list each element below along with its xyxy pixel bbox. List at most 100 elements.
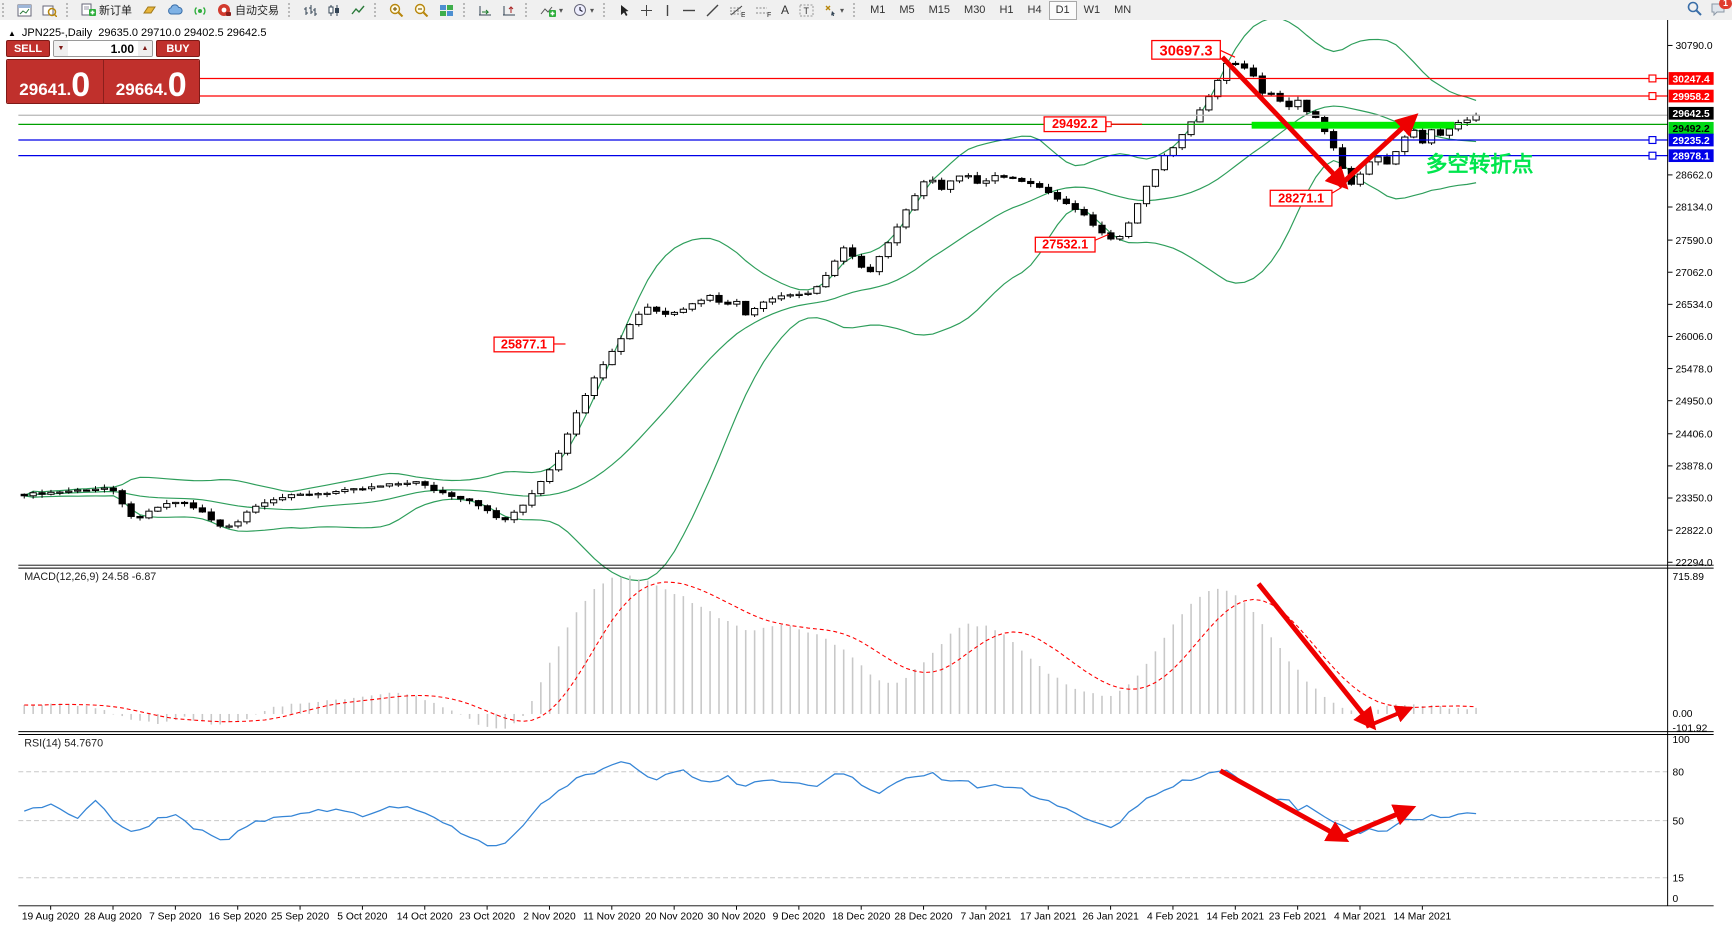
horizontal-level-lines[interactable]: 30247.429958.229642.529492.229235.228978…	[18, 72, 1714, 163]
level-marker[interactable]	[1648, 136, 1657, 145]
candle	[65, 490, 73, 493]
turning-point-note[interactable]: 多空转折点	[1426, 152, 1534, 177]
autoscroll-icon[interactable]	[473, 1, 497, 20]
date-label: 16 Sep 2020	[209, 912, 268, 923]
macd-bar	[1083, 691, 1085, 714]
volume-decrease-button[interactable]: ▼	[54, 41, 68, 56]
trend-arrow[interactable]	[1220, 55, 1349, 190]
buy-button[interactable]: BUY	[156, 40, 200, 57]
signals-icon[interactable]	[188, 1, 212, 20]
annotation-price-label-box[interactable]	[1043, 116, 1107, 133]
tab-timeframe-w1[interactable]: W1	[1083, 3, 1101, 16]
bollinger-bands	[23, 20, 1477, 582]
market-icon[interactable]	[137, 1, 162, 20]
bar-chart-type-icon[interactable]	[298, 1, 322, 20]
toolbar-handle[interactable]	[525, 3, 531, 17]
macd-bar	[816, 634, 818, 714]
level-marker[interactable]	[1648, 92, 1657, 101]
annotation-price-label-box[interactable]	[1151, 39, 1221, 60]
chart-shift-icon[interactable]	[497, 1, 521, 20]
macd-bar	[807, 632, 809, 714]
candle	[528, 493, 536, 506]
annotations-layer[interactable]: 30697.3 29492.2 28271.1 27532.1 25877.1	[493, 39, 1455, 843]
volume-increase-button[interactable]: ▲	[138, 41, 152, 56]
axes[interactable]: 30790.0 28662.0 28134.0 27590.0 27062.0 26534…	[18, 20, 1714, 923]
candle	[376, 485, 385, 488]
chart-window-icon[interactable]	[12, 1, 37, 20]
data-window-icon[interactable]	[37, 1, 62, 20]
channel-tool-icon[interactable]: F	[750, 1, 776, 20]
candle	[448, 492, 456, 497]
notifications-icon[interactable]: 1	[1710, 0, 1732, 19]
new-order-button[interactable]: 新订单	[76, 1, 137, 20]
tab-timeframe-mn[interactable]: MN	[1114, 3, 1132, 16]
trend-arrow[interactable]	[1337, 113, 1419, 189]
trend-arrow[interactable]	[1365, 705, 1414, 729]
zoom-in-icon[interactable]	[384, 1, 409, 20]
search-icon[interactable]	[1687, 1, 1702, 19]
vertical-line-tool-icon[interactable]	[658, 1, 677, 20]
annotation-price-label[interactable]: 25877.1	[501, 336, 547, 351]
trend-arrow[interactable]	[1256, 582, 1377, 731]
tab-timeframe-h1[interactable]: H1	[999, 3, 1014, 16]
zoom-out-icon[interactable]	[409, 1, 434, 20]
sell-price-button[interactable]: 29641. 0	[7, 60, 104, 103]
trend-arrow[interactable]	[1336, 804, 1417, 842]
candlestick-type-icon[interactable]	[322, 1, 346, 20]
chart-container[interactable]: 30247.4 29958.2 29642.5 29492.2 29235.2 28978…	[0, 20, 1732, 943]
tab-timeframe-m5[interactable]: M5	[899, 3, 915, 16]
toolbar-handle[interactable]	[603, 3, 609, 17]
trendline-tool-icon[interactable]	[701, 1, 724, 20]
text-tool-icon[interactable]: A	[781, 3, 790, 17]
autotrade-button[interactable]: 自动交易	[212, 1, 284, 20]
macd-bar	[139, 713, 141, 721]
collapse-panel-icon[interactable]: ▲	[8, 28, 16, 38]
toolbar-handle[interactable]	[374, 3, 380, 17]
volume-input[interactable]: 1.00	[110, 42, 134, 56]
price-tick-label: 24406.0	[1675, 429, 1712, 440]
toolbar-handle[interactable]	[288, 3, 294, 17]
chart-canvas[interactable]: 30247.429958.229642.529492.229235.228978…	[0, 20, 1732, 943]
annotation-price-label-box[interactable]	[1269, 189, 1333, 207]
cursor-tool-icon[interactable]	[613, 1, 635, 20]
annotation-price-label-box[interactable]	[493, 336, 555, 353]
level-marker[interactable]	[1648, 151, 1657, 160]
tab-timeframe-d1[interactable]: D1	[1048, 0, 1077, 20]
level-marker[interactable]	[1648, 74, 1657, 83]
support-highlight-bar[interactable]	[1251, 121, 1455, 129]
arrows-tool-icon[interactable]: ▾	[819, 1, 849, 20]
buy-price-button[interactable]: 29664. 0	[103, 60, 199, 103]
symbol-info[interactable]: ▲ JPN225-,Daily 29635.0 29710.0 29402.5 …	[8, 27, 266, 39]
tab-timeframe-m30[interactable]: M30	[964, 3, 986, 16]
annotation-price-label[interactable]: 27532.1	[1042, 237, 1088, 252]
line-chart-type-icon[interactable]	[346, 1, 370, 20]
crosshair-tool-icon[interactable]	[635, 1, 658, 20]
indicators-icon[interactable]: ▾	[535, 1, 568, 20]
annotation-price-label[interactable]: 28271.1	[1278, 191, 1324, 206]
toolbar-handle[interactable]	[66, 3, 72, 17]
text-label-tool-icon[interactable]: T	[794, 1, 819, 20]
periods-clock-icon[interactable]: ▾	[568, 1, 599, 20]
price-tag-label: 28978.1	[1673, 152, 1710, 163]
horizontal-line-tool-icon[interactable]	[677, 1, 701, 20]
macd-bar	[183, 713, 186, 717]
tab-timeframe-h4[interactable]: H4	[1027, 3, 1042, 16]
toolbar-handle[interactable]	[2, 3, 8, 17]
macd-bar	[1475, 707, 1477, 714]
fibonacci-tool-icon[interactable]: E	[724, 1, 750, 20]
sell-button[interactable]: SELL	[6, 40, 50, 57]
macd-bar	[1439, 706, 1442, 714]
toolbar-handle[interactable]	[853, 3, 859, 17]
annotation-price-label[interactable]: 30697.3	[1160, 44, 1213, 60]
trend-arrow[interactable]	[1219, 768, 1350, 843]
mql5-cloud-icon[interactable]	[162, 1, 188, 20]
tab-timeframe-m1[interactable]: M1	[870, 3, 886, 16]
candle	[884, 242, 892, 258]
macd-bar	[548, 662, 551, 714]
tile-windows-icon[interactable]	[434, 1, 459, 20]
annotation-price-label[interactable]: 29492.2	[1052, 116, 1098, 131]
annotation-price-label-box[interactable]	[1034, 236, 1096, 253]
toolbar-handle[interactable]	[463, 3, 469, 17]
tab-timeframe-m15[interactable]: M15	[928, 3, 951, 16]
